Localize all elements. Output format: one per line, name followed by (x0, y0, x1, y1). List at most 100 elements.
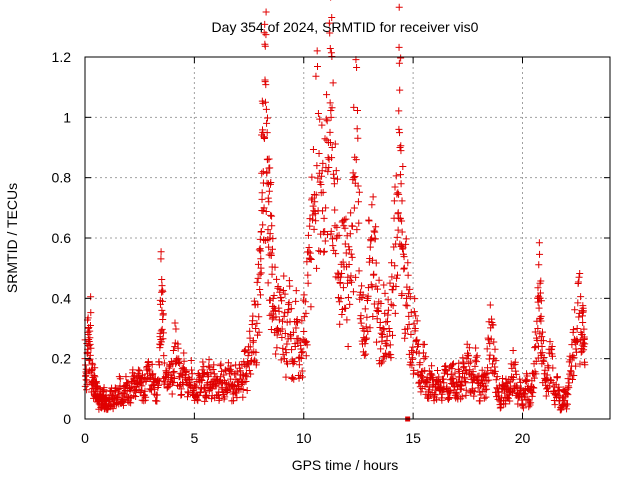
data-point (241, 346, 249, 354)
y-tick-label: 0.4 (52, 290, 72, 306)
data-point (570, 371, 578, 379)
data-point (396, 144, 404, 151)
data-point (546, 338, 554, 346)
data-point (581, 358, 589, 366)
data-point (229, 397, 237, 405)
data-point (272, 350, 280, 358)
data-point (265, 243, 273, 251)
data-point (329, 235, 336, 243)
data-point (405, 312, 413, 320)
data-point (543, 371, 551, 379)
data-point (263, 119, 271, 127)
data-point (171, 319, 179, 327)
data-point (452, 389, 460, 397)
data-point (325, 164, 333, 172)
data-point (494, 395, 502, 403)
data-point (563, 385, 571, 393)
data-point (325, 19, 333, 27)
data-point (395, 190, 403, 198)
data-point (297, 354, 305, 362)
data-point (264, 279, 272, 287)
data-point (279, 317, 286, 325)
data-point (218, 367, 226, 375)
data-point (351, 173, 359, 181)
data-point (357, 319, 365, 327)
data-point (292, 324, 300, 332)
data-point (376, 324, 384, 332)
data-point (384, 296, 392, 304)
data-point (170, 368, 178, 376)
data-point (355, 267, 363, 275)
data-point (262, 81, 270, 89)
data-point (348, 253, 356, 261)
data-point (280, 272, 288, 280)
data-point (508, 364, 516, 372)
data-point (323, 91, 331, 99)
data-point (368, 201, 376, 209)
data-point (389, 286, 397, 294)
data-point (329, 242, 337, 250)
data-point (159, 329, 167, 337)
data-point (398, 217, 406, 225)
x-axis-label: GPS time / hours (292, 457, 399, 473)
data-point (289, 373, 296, 381)
data-point (289, 328, 297, 336)
data-point (536, 250, 544, 258)
data-point (175, 355, 183, 363)
data-point (258, 189, 266, 197)
data-point (564, 375, 572, 383)
data-point (282, 373, 290, 381)
data-point (303, 258, 311, 266)
data-point (419, 349, 427, 357)
data-point (300, 328, 308, 336)
data-point (490, 338, 498, 346)
data-point (573, 325, 581, 332)
data-point (396, 129, 404, 137)
data-point (374, 304, 382, 312)
data-point (351, 153, 359, 161)
data-point (372, 223, 380, 231)
data-point (345, 260, 353, 268)
data-point (243, 387, 251, 395)
data-point (258, 195, 266, 203)
data-point (268, 212, 276, 220)
data-point (385, 325, 393, 332)
data-point (359, 291, 367, 299)
data-point (257, 228, 265, 236)
data-point (269, 235, 277, 243)
data-point (158, 325, 166, 333)
data-point (254, 331, 261, 339)
data-point (360, 327, 368, 335)
data-point (326, 99, 334, 107)
data-point (338, 311, 346, 319)
data-point (271, 263, 279, 271)
data-point (425, 394, 433, 402)
data-point (517, 378, 525, 386)
data-point (205, 362, 213, 370)
data-point (152, 391, 160, 399)
data-point (114, 388, 122, 396)
data-point (370, 300, 378, 308)
data-point (245, 366, 253, 374)
data-point (280, 312, 288, 320)
data-point (391, 262, 399, 270)
data-point (328, 154, 336, 162)
data-point (116, 385, 124, 393)
data-point (383, 342, 391, 350)
data-point (322, 115, 330, 123)
data-point (145, 367, 153, 375)
data-point (572, 362, 580, 370)
data-point (580, 325, 588, 333)
data-point (534, 325, 542, 332)
data-point (90, 372, 98, 380)
data-point (486, 301, 494, 309)
data-point (197, 389, 205, 397)
data-point (319, 188, 327, 196)
data-point (301, 337, 309, 345)
data-point (350, 103, 358, 111)
data-point (485, 376, 493, 384)
data-point (290, 375, 298, 383)
data-point (531, 328, 539, 336)
data-point (492, 357, 500, 365)
data-point (336, 320, 344, 328)
